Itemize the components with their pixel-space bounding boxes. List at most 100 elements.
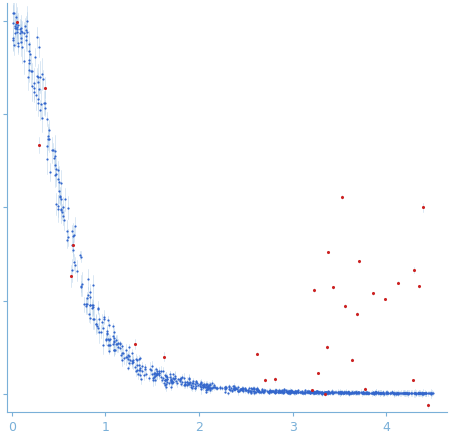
Point [199, 382, 207, 388]
Point [107, 336, 114, 343]
Point [371, 390, 378, 397]
Point [25, 56, 32, 63]
Point [236, 386, 243, 393]
Point [416, 390, 423, 397]
Point [280, 388, 287, 395]
Point [286, 387, 293, 394]
Point [264, 389, 271, 396]
Point [369, 290, 376, 297]
Point [276, 388, 284, 395]
Point [169, 378, 176, 385]
Point [219, 385, 226, 392]
Point [308, 388, 315, 395]
Point [197, 385, 204, 392]
Point [89, 302, 96, 309]
Point [134, 356, 141, 363]
Point [315, 389, 322, 396]
Point [192, 379, 199, 386]
Point [13, 25, 20, 32]
Point [298, 389, 306, 396]
Point [339, 390, 346, 397]
Point [406, 389, 413, 396]
Point [378, 389, 385, 396]
Point [295, 388, 302, 395]
Point [103, 327, 110, 334]
Point [421, 390, 428, 397]
Point [315, 390, 323, 397]
Point [238, 386, 245, 393]
Point [418, 390, 425, 397]
Point [82, 301, 90, 308]
Point [284, 388, 291, 395]
Point [213, 385, 220, 392]
Point [266, 387, 273, 394]
Point [53, 166, 60, 173]
Point [225, 382, 233, 389]
Point [389, 390, 396, 397]
Point [40, 76, 47, 83]
Point [102, 336, 109, 343]
Point [253, 386, 261, 393]
Point [132, 340, 139, 347]
Point [270, 388, 277, 395]
Point [369, 389, 377, 396]
Point [354, 389, 361, 396]
Point [338, 388, 345, 395]
Point [364, 389, 371, 396]
Point [345, 388, 352, 395]
Point [279, 388, 286, 395]
Point [303, 388, 310, 395]
Point [364, 389, 372, 396]
Point [99, 325, 107, 332]
Point [323, 343, 330, 350]
Point [323, 389, 330, 396]
Point [55, 166, 62, 173]
Point [279, 389, 287, 396]
Point [386, 390, 393, 397]
Point [354, 389, 361, 396]
Point [356, 389, 363, 396]
Point [307, 388, 314, 395]
Point [310, 389, 317, 396]
Point [205, 386, 212, 393]
Point [17, 24, 24, 31]
Point [25, 74, 32, 81]
Point [35, 86, 42, 93]
Point [83, 301, 90, 308]
Point [186, 379, 193, 386]
Point [181, 379, 189, 386]
Point [247, 389, 254, 396]
Point [394, 279, 401, 286]
Point [169, 371, 176, 378]
Point [110, 346, 117, 353]
Point [45, 127, 53, 134]
Point [182, 381, 189, 388]
Point [257, 388, 264, 395]
Point [203, 385, 210, 392]
Point [51, 155, 58, 162]
Point [345, 389, 352, 396]
Point [154, 370, 161, 377]
Point [62, 196, 69, 203]
Point [170, 379, 177, 386]
Point [369, 389, 376, 396]
Point [161, 353, 168, 360]
Point [255, 388, 262, 395]
Point [132, 367, 140, 374]
Point [181, 381, 189, 388]
Point [371, 390, 378, 397]
Point [416, 390, 423, 397]
Point [371, 390, 378, 397]
Point [285, 389, 292, 396]
Point [382, 389, 390, 396]
Point [35, 99, 42, 106]
Point [342, 388, 350, 395]
Point [365, 389, 373, 396]
Point [174, 380, 181, 387]
Point [184, 382, 191, 388]
Point [149, 362, 156, 369]
Point [23, 28, 31, 35]
Point [17, 26, 24, 33]
Point [406, 389, 413, 396]
Point [11, 22, 18, 29]
